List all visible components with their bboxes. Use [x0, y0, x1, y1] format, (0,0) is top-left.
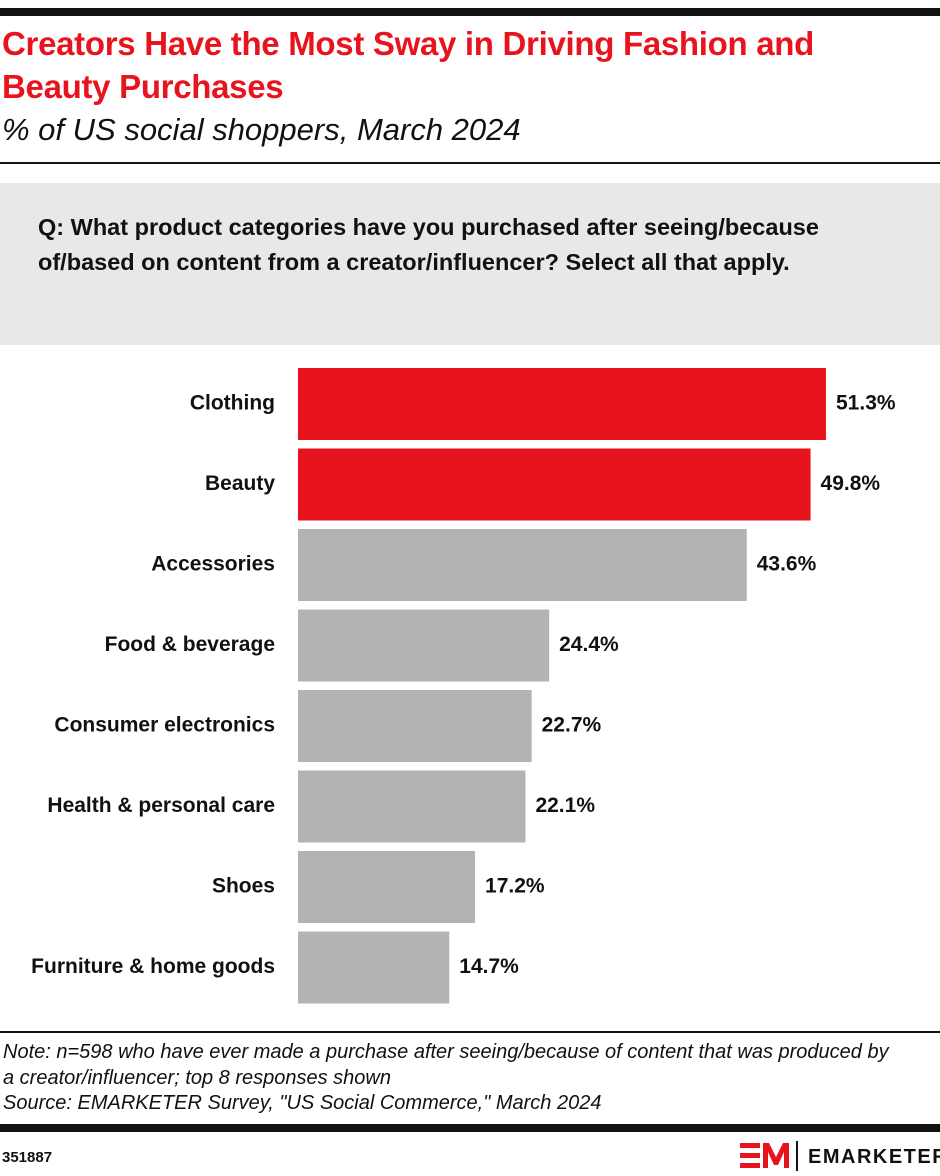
value-label: 17.2%	[485, 875, 545, 898]
value-label: 49.8%	[821, 472, 881, 495]
bar	[298, 529, 747, 601]
chart-id: 351887	[2, 1149, 53, 1166]
bar	[298, 851, 476, 923]
value-label: 51.3%	[836, 392, 896, 415]
brand: EMARKETER	[808, 1146, 940, 1168]
divider	[0, 1031, 940, 1033]
value-label: 22.1%	[535, 794, 595, 817]
category-label: Beauty	[205, 472, 275, 495]
category-label: Accessories	[151, 553, 275, 576]
category-label: Clothing	[190, 392, 275, 415]
bottom-bar	[0, 1124, 940, 1132]
bar	[298, 931, 450, 1004]
question-box	[0, 183, 940, 345]
source: Source: EMARKETER Survey, "US Social Com…	[3, 1092, 602, 1114]
value-label: 22.7%	[542, 714, 602, 737]
value-label: 24.4%	[559, 633, 619, 656]
bar	[298, 368, 826, 440]
category-label: Shoes	[212, 875, 275, 898]
category-label: Consumer electronics	[54, 714, 275, 737]
logo-icon	[740, 1141, 798, 1171]
divider	[0, 162, 940, 164]
value-label: 43.6%	[757, 553, 817, 576]
bar	[298, 609, 550, 682]
bar	[298, 690, 532, 762]
bar	[298, 448, 811, 521]
chart-title: Creators Have the Most Sway in Driving F…	[2, 25, 815, 105]
footnote: Note: n=598 who have ever made a purchas…	[3, 1040, 903, 1117]
category-label: Furniture & home goods	[31, 955, 275, 978]
question: Q: What product categories have you purc…	[38, 214, 819, 275]
chart-subtitle: % of US social shoppers, March 2024	[2, 112, 521, 147]
value-label: 14.7%	[459, 955, 519, 978]
chart: Clothing 51.3% Beauty 49.8% Accessories 43.6%…	[31, 368, 896, 1004]
top-bar	[0, 8, 940, 16]
note: Note: n=598 who have ever made a purchas…	[3, 1041, 889, 1089]
category-label: Health & personal care	[47, 794, 275, 817]
bar	[298, 770, 526, 843]
category-label: Food & beverage	[105, 633, 275, 656]
